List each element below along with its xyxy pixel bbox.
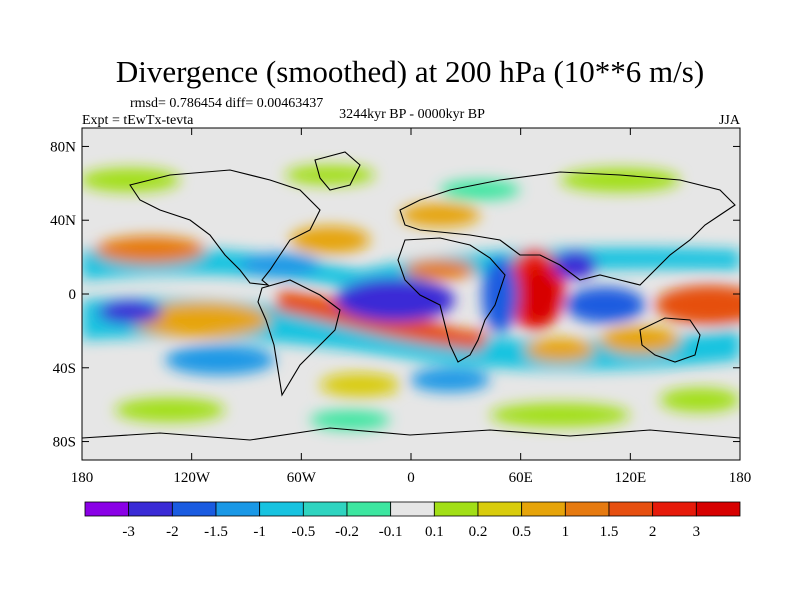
blob-arctic-green-3 xyxy=(560,168,680,192)
coastlines xyxy=(82,151,740,441)
blob-sa-orange xyxy=(525,338,595,362)
blob-mc-red xyxy=(655,285,740,325)
period-label: 3244kyr BP - 0000kyr BP xyxy=(339,107,485,122)
colorbar-swatch xyxy=(302,501,348,517)
blob-ep-blue xyxy=(98,300,162,324)
y-tick-label: 40N xyxy=(50,213,76,229)
blob-europe-orange xyxy=(400,203,480,227)
colorbar-label: -1 xyxy=(253,524,266,540)
greenland-coast xyxy=(314,151,361,191)
y-tick-label: 0 xyxy=(69,287,77,303)
colorbar-swatch xyxy=(259,501,304,517)
field-blobs xyxy=(82,165,740,430)
colorbar-label: -0.5 xyxy=(291,524,315,540)
south-america-coast xyxy=(257,279,341,397)
colorbar-label: 0.2 xyxy=(469,524,488,540)
colorbar-label: 1 xyxy=(562,524,570,540)
colorbar-label: 0.5 xyxy=(512,524,531,540)
map-field xyxy=(82,128,740,460)
colorbar-swatch xyxy=(171,501,217,517)
colorbar-swatch xyxy=(652,501,697,517)
x-tick-label: 0 xyxy=(407,470,415,486)
colorbar-swatch xyxy=(84,501,130,517)
blob-south-green-2 xyxy=(490,403,630,427)
x-tick-label: 180 xyxy=(729,470,752,486)
blob-arctic-green-2 xyxy=(285,165,375,185)
blob-indian-red-core xyxy=(522,267,558,323)
colorbar-label: -3 xyxy=(122,524,135,540)
blob-atl-blue xyxy=(335,278,455,322)
x-tick-label: 60E xyxy=(509,470,533,486)
blob-south-green-3 xyxy=(660,388,740,412)
blob-south-green-1 xyxy=(115,398,225,422)
x-tick-label: 60W xyxy=(287,470,317,486)
blob-np-orange xyxy=(95,236,205,264)
blob-sa-blue xyxy=(165,345,275,375)
antarctica-coast xyxy=(82,427,740,441)
x-tick-label: 120W xyxy=(173,470,211,486)
colorbar-swatch xyxy=(477,501,523,517)
experiment-label: Expt = tEwTx-tevta xyxy=(82,113,194,128)
y-tick-label: 40S xyxy=(53,361,76,377)
y-tick-label: 80N xyxy=(50,139,76,155)
blob-si-blue xyxy=(565,287,645,323)
colorbar-swatch xyxy=(564,501,610,517)
chart-title: Divergence (smoothed) at 200 hPa (10**6 … xyxy=(116,54,704,89)
australia-coast xyxy=(639,317,701,363)
y-tick-label: 80S xyxy=(53,435,76,451)
axis-ticks: 180 120W 60W 0 60E 120E 180 80N 40N 0 40S 80S xyxy=(50,128,751,486)
colorbar-label: -0.1 xyxy=(379,524,403,540)
blob-asia-blue xyxy=(553,251,597,279)
colorbar-label: 0.1 xyxy=(425,524,444,540)
blob-s-atl-orange xyxy=(320,373,400,397)
colorbar-swatch xyxy=(608,501,654,517)
colorbar-swatch xyxy=(521,501,566,517)
colorbar-label: 1.5 xyxy=(600,524,619,540)
blob-arctic-cyan xyxy=(440,180,520,200)
colorbar-swatch xyxy=(695,501,741,517)
x-tick-label: 120E xyxy=(614,470,646,486)
blob-sw-pacific-orange xyxy=(130,302,270,338)
blob-na-orange xyxy=(290,226,370,254)
blob-af-orange xyxy=(405,260,475,280)
x-tick-label: 180 xyxy=(71,470,94,486)
eurasia-coast xyxy=(399,171,736,286)
colorbar-label: -0.2 xyxy=(335,524,359,540)
colorbar-swatch xyxy=(128,501,173,517)
colorbar-label: 2 xyxy=(649,524,657,540)
colorbar-swatch xyxy=(433,501,479,517)
colorbar-swatch xyxy=(215,501,261,517)
blob-eafr-blue xyxy=(482,257,518,333)
blob-south-cyan xyxy=(310,410,390,430)
colorbar-swatch xyxy=(346,501,392,517)
colorbar-swatch xyxy=(390,501,435,517)
colorbar-label: -2 xyxy=(166,524,179,540)
blob-sepac-orange xyxy=(600,326,680,354)
blob-safr-blue xyxy=(410,368,490,392)
season-label: JJA xyxy=(719,113,741,128)
colorbar-label: -1.5 xyxy=(204,524,228,540)
north-america-coast xyxy=(129,169,321,286)
blob-npac-blue xyxy=(240,253,320,277)
colorbar-label: 3 xyxy=(693,524,701,540)
stats-label: rmsd= 0.786454 diff= 0.00463437 xyxy=(130,96,323,111)
blob-arctic-green-1 xyxy=(82,168,180,192)
africa-coast xyxy=(397,237,506,363)
colorbar: -3 -2 -1.5 -1 -0.5 -0.2 -0.1 0.1 0.2 0.5 1 1.5 2 3 xyxy=(84,501,741,540)
